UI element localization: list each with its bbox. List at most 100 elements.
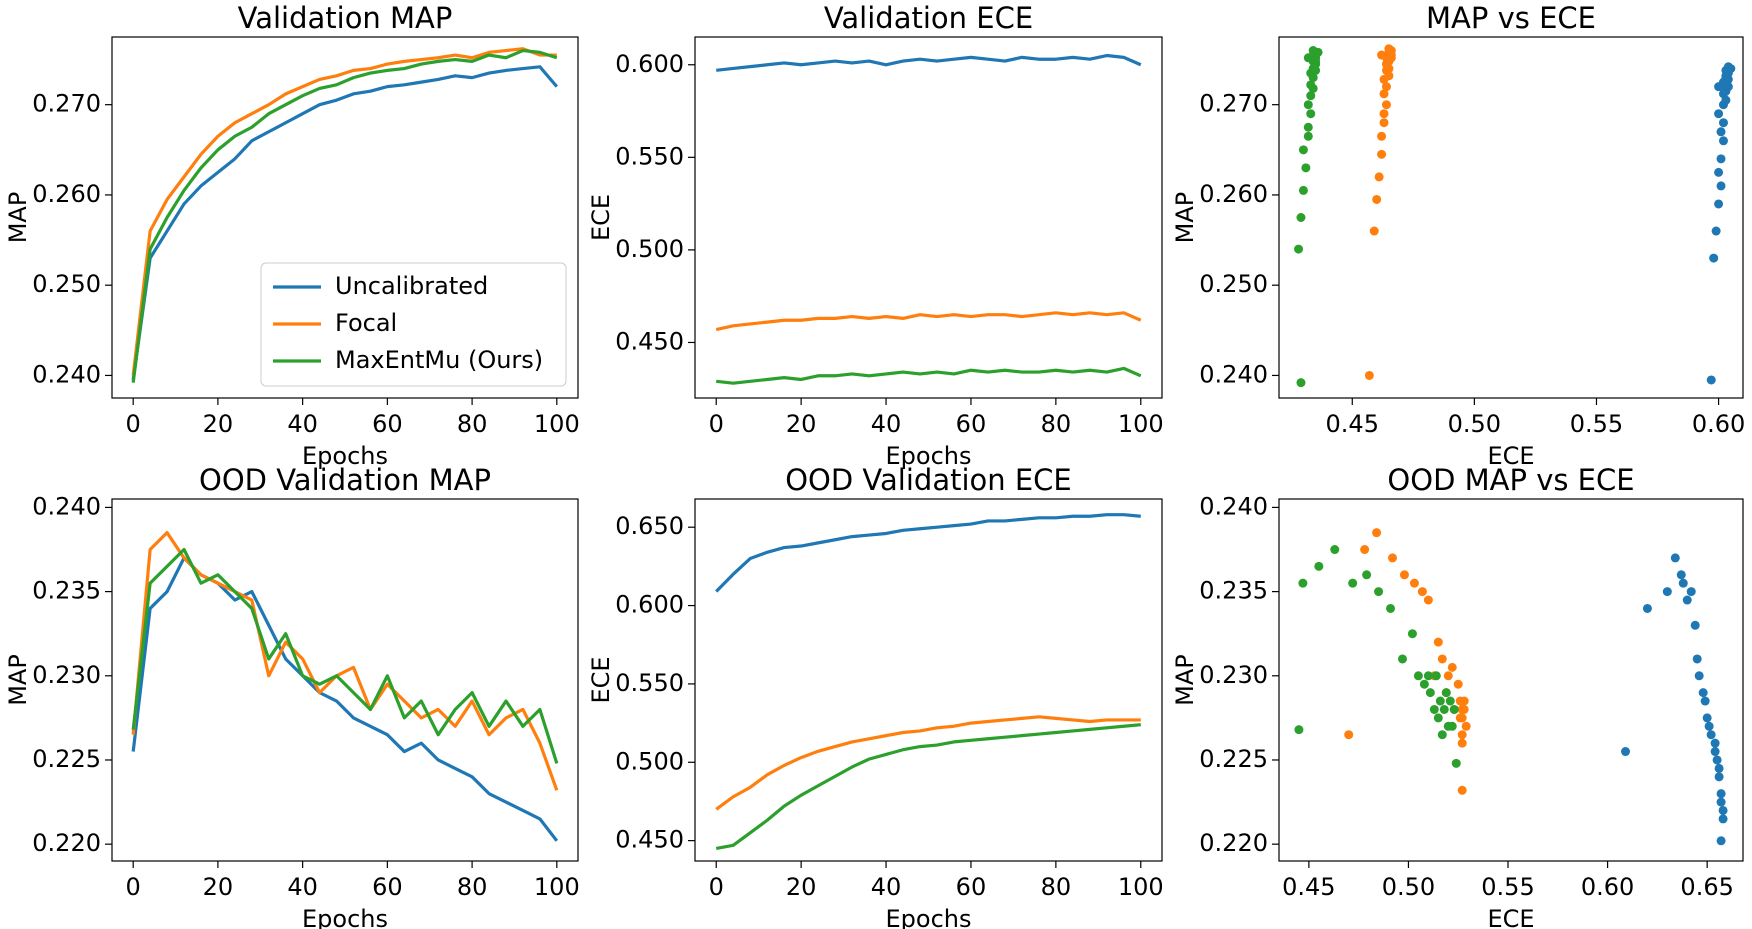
scatter-point <box>1369 226 1379 236</box>
y-tick-label: 0.450 <box>615 327 684 355</box>
y-tick-label: 0.500 <box>615 747 684 775</box>
scatter-point <box>1314 561 1324 571</box>
y-tick-label: 0.600 <box>615 50 684 78</box>
x-axis-label: Epochs <box>302 442 388 470</box>
scatter-point <box>1379 89 1389 99</box>
panel-title: OOD Validation ECE <box>785 463 1072 497</box>
scatter-point <box>1621 747 1631 757</box>
scatter-point <box>1716 181 1726 191</box>
y-tick-label: 0.230 <box>32 661 101 689</box>
scatter-point <box>1407 629 1417 639</box>
scatter-point <box>1714 763 1724 773</box>
scatter-point <box>1718 814 1728 824</box>
legend-label: MaxEntMu (Ours) <box>335 346 543 374</box>
scatter-point <box>1386 603 1396 613</box>
scatter-point <box>1714 772 1724 782</box>
x-tick-label: 20 <box>786 873 817 901</box>
series-line <box>131 48 558 383</box>
x-tick-label: 40 <box>871 410 902 438</box>
scatter-point <box>1461 721 1471 731</box>
scatter-point <box>1374 172 1384 182</box>
scatter-point <box>1457 704 1467 714</box>
y-tick-label: 0.500 <box>615 235 684 263</box>
x-tick-label: 100 <box>534 873 580 901</box>
scatter-point <box>1386 50 1396 60</box>
scatter-point <box>1670 553 1680 563</box>
y-tick-label: 0.270 <box>32 90 101 118</box>
scatter-point <box>1718 118 1728 128</box>
scatter-point <box>1306 91 1316 101</box>
y-tick-label: 0.250 <box>1199 270 1268 298</box>
scatter-point <box>1381 82 1391 92</box>
y-axis-label: MAP <box>4 654 32 706</box>
y-tick-label: 0.240 <box>1199 360 1268 388</box>
scatter-point <box>1459 696 1469 706</box>
scatter-point <box>1388 553 1398 563</box>
scatter-point <box>1700 696 1710 706</box>
x-tick-label: 80 <box>457 873 488 901</box>
x-tick-label: 40 <box>287 410 318 438</box>
scatter-point <box>1686 587 1696 597</box>
scatter-point <box>1344 730 1354 740</box>
x-tick-label: 20 <box>203 873 234 901</box>
scatter-point <box>1377 50 1387 60</box>
panel: MAP vs ECE ECE MAP 0.45 0.50 0.55 0.60 0.240 0.2… <box>1171 1 1745 470</box>
scatter-point <box>1298 145 1308 155</box>
scatter-point <box>1706 375 1716 385</box>
scatter-point <box>1714 82 1724 92</box>
y-tick-label: 0.550 <box>615 142 684 170</box>
y-tick-label: 0.260 <box>1199 180 1268 208</box>
scatter-point <box>1449 704 1459 714</box>
scatter-point <box>1702 713 1712 723</box>
y-tick-label: 0.550 <box>615 669 684 697</box>
scatter-point <box>1379 118 1389 128</box>
scatter-point <box>1313 47 1323 57</box>
y-axis-label: ECE <box>587 194 615 241</box>
scatter-point <box>1716 154 1726 164</box>
scatter-point <box>1409 578 1419 588</box>
x-tick-label: 100 <box>1118 873 1164 901</box>
y-tick-label: 0.220 <box>32 829 101 857</box>
scatter-point <box>1374 587 1384 597</box>
x-tick-label: 60 <box>372 873 403 901</box>
legend-box <box>260 262 567 387</box>
legend-label: Uncalibrated <box>335 272 488 300</box>
scatter-point <box>1413 671 1423 681</box>
scatter-point <box>1447 662 1457 672</box>
scatter-point <box>1723 62 1733 72</box>
x-tick-label: 80 <box>1041 410 1072 438</box>
scatter-point <box>1360 545 1370 555</box>
scatter-point <box>1441 688 1451 698</box>
scatter-point <box>1712 755 1722 765</box>
scatter-point <box>1716 836 1726 846</box>
scatter-point <box>1453 679 1463 689</box>
x-tick-label: 0.60 <box>1581 873 1634 901</box>
x-tick-label: 0 <box>709 410 724 438</box>
scatter-point <box>1710 747 1720 757</box>
scatter-point <box>1306 80 1316 90</box>
x-tick-label: 40 <box>287 873 318 901</box>
scatter-point <box>1433 637 1443 647</box>
x-tick-label: 60 <box>372 410 403 438</box>
panel-title: OOD Validation MAP <box>199 463 491 497</box>
series-line <box>131 531 559 791</box>
scatter-point <box>1303 53 1313 63</box>
scatter-point <box>1330 545 1340 555</box>
x-tick-label: 40 <box>871 873 902 901</box>
x-tick-label: 0.65 <box>1680 873 1733 901</box>
scatter-point <box>1306 109 1316 119</box>
scatter-point <box>1718 136 1728 146</box>
scatter-point <box>1704 721 1714 731</box>
legend: Uncalibrated Focal MaxEntMu (Ours) <box>260 262 567 387</box>
series-line <box>131 47 557 376</box>
axes-frame <box>1278 36 1744 399</box>
x-tick-label: 0.50 <box>1382 873 1435 901</box>
scatter-point <box>1372 528 1382 538</box>
scatter-point <box>1439 704 1449 714</box>
scatter-point <box>1301 163 1311 173</box>
x-tick-label: 60 <box>956 410 987 438</box>
scatter-point <box>1425 688 1435 698</box>
scatter-point <box>1433 713 1443 723</box>
scatter-point <box>1364 370 1374 380</box>
x-tick-label: 20 <box>203 410 234 438</box>
